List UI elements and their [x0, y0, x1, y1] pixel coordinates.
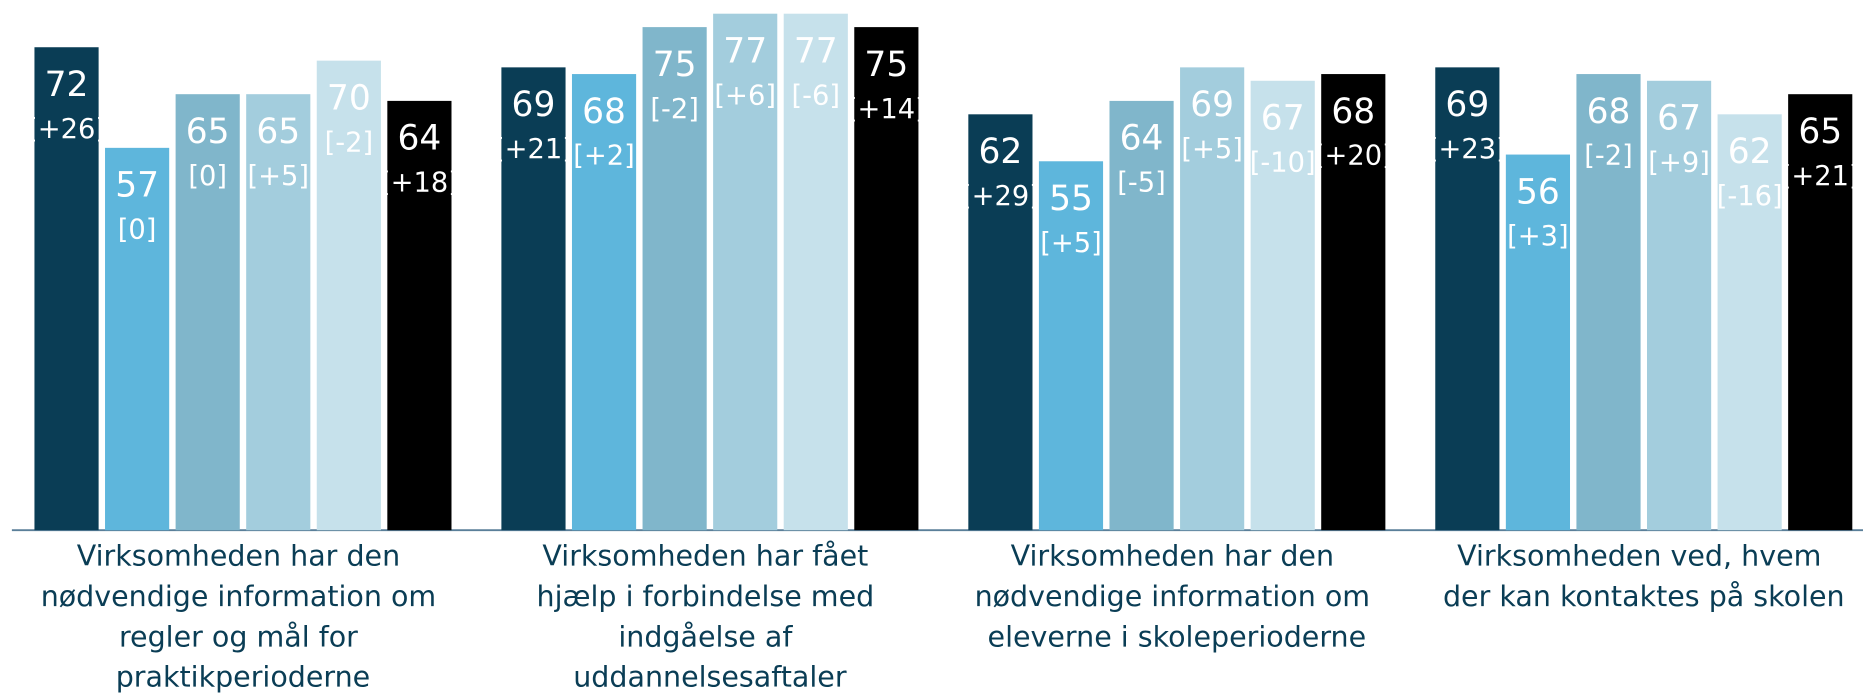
bar: [105, 147, 170, 531]
value-label: 65: [186, 112, 230, 152]
value-label: 65: [1798, 112, 1842, 152]
change-label: [0]: [188, 161, 227, 192]
bar: [246, 94, 311, 531]
bar: [1788, 94, 1853, 531]
change-label: [+5]: [1181, 134, 1243, 165]
value-label: 67: [1261, 98, 1305, 138]
bar: [387, 100, 452, 531]
value-label: 69: [1445, 85, 1489, 125]
change-label: [0]: [118, 215, 157, 246]
bar: [968, 114, 1033, 531]
bar: [1435, 67, 1500, 531]
bar: [1250, 80, 1315, 531]
bar: [571, 74, 637, 531]
bar: [642, 27, 707, 531]
bar: [175, 94, 240, 531]
change-label: [-2]: [1584, 141, 1633, 172]
change-label: [+23]: [1428, 134, 1507, 165]
bar: [783, 13, 848, 531]
change-label: [-2]: [325, 127, 374, 158]
category-label: Virksomheden har den nødvendige informat…: [41, 540, 446, 694]
change-label: [-6]: [792, 80, 841, 111]
value-label: 77: [794, 31, 838, 71]
bar: [316, 60, 381, 531]
value-label: 72: [45, 65, 89, 105]
change-label: [+5]: [1040, 228, 1102, 259]
value-label: 64: [397, 119, 441, 159]
change-label: [+3]: [1507, 221, 1569, 252]
value-label: 69: [1190, 85, 1234, 125]
value-label: 65: [256, 112, 300, 152]
value-label: 56: [1516, 172, 1560, 212]
value-label: 75: [653, 45, 697, 85]
change-label: [+29]: [961, 181, 1040, 212]
bar: [713, 13, 778, 531]
change-label: [+21]: [494, 134, 573, 165]
bar: [1038, 161, 1104, 531]
value-label: 68: [582, 92, 626, 132]
change-label: [+2]: [573, 141, 635, 172]
change-label: [+26]: [27, 114, 106, 145]
value-label: 75: [864, 45, 908, 85]
value-label: 55: [1049, 179, 1093, 219]
value-label: 57: [115, 166, 159, 206]
value-label: 68: [1331, 92, 1375, 132]
bar: [1321, 74, 1386, 531]
value-label: 62: [978, 132, 1022, 172]
category-label: Virksomheden har fået hjælp i forbindels…: [537, 540, 884, 694]
change-label: [-10]: [1250, 147, 1316, 178]
change-label: [+18]: [380, 168, 459, 199]
change-label: [-2]: [650, 94, 699, 125]
value-label: 77: [723, 31, 767, 71]
change-label: [+5]: [247, 161, 309, 192]
change-label: [+14]: [847, 94, 926, 125]
bar: [1505, 154, 1571, 531]
bar: [1109, 100, 1174, 531]
bar: [1576, 74, 1641, 531]
category-label: Virksomheden ved, hvem der kan kontaktes…: [1443, 540, 1845, 613]
change-label: [+6]: [714, 80, 776, 111]
bar: [1717, 114, 1782, 531]
value-label: 70: [327, 78, 371, 118]
value-label: 64: [1120, 119, 1164, 159]
bar: [501, 67, 566, 531]
value-label: 67: [1657, 98, 1701, 138]
bar: [34, 47, 99, 531]
value-label: 62: [1728, 132, 1772, 172]
change-label: [+20]: [1314, 141, 1393, 172]
change-label: [-16]: [1717, 181, 1783, 212]
value-label: 68: [1587, 92, 1631, 132]
category-label: Virksomheden har den nødvendige informat…: [975, 540, 1380, 654]
change-label: [+21]: [1781, 161, 1860, 192]
bar: [1180, 67, 1245, 531]
bar: [1646, 80, 1712, 531]
change-label: [-5]: [1117, 168, 1166, 199]
value-label: 69: [512, 85, 556, 125]
change-label: [+9]: [1648, 147, 1710, 178]
bar: [854, 27, 919, 531]
